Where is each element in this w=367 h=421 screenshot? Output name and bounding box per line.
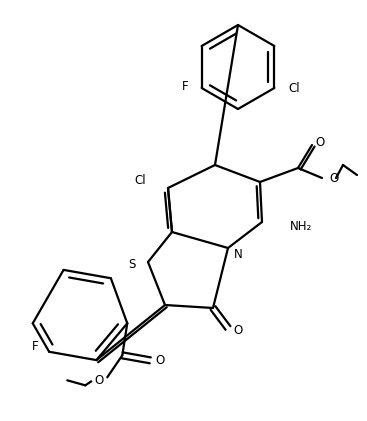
Text: O: O	[95, 374, 104, 387]
Text: O: O	[329, 171, 338, 184]
Text: O: O	[315, 136, 325, 149]
Text: N: N	[234, 248, 242, 261]
Text: Cl: Cl	[288, 82, 300, 94]
Text: S: S	[128, 258, 136, 272]
Text: O: O	[233, 325, 243, 338]
Text: Cl: Cl	[134, 173, 146, 187]
Text: F: F	[32, 340, 39, 353]
Text: F: F	[182, 80, 189, 93]
Text: O: O	[156, 354, 165, 367]
Text: NH₂: NH₂	[290, 219, 312, 232]
